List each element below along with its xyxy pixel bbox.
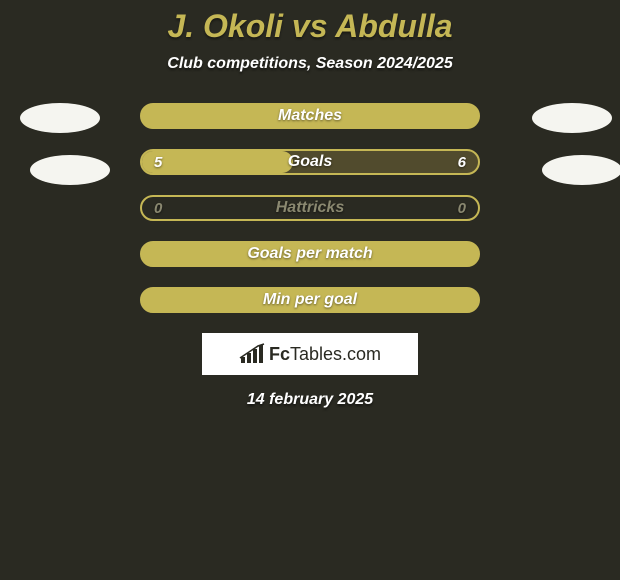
bar-chart-icon — [239, 343, 265, 365]
brand-text: FcTables.com — [269, 344, 381, 365]
stat-row: Goals per match — [140, 241, 480, 267]
avatar-right-1 — [532, 103, 612, 133]
stat-row: Matches — [140, 103, 480, 129]
avatar-left-2 — [30, 155, 110, 185]
stat-fill — [142, 105, 478, 127]
date-label: 14 february 2025 — [0, 391, 620, 409]
stat-row: Min per goal — [140, 287, 480, 313]
stat-value-right: 6 — [458, 151, 466, 173]
stat-fill — [142, 243, 478, 265]
stat-value-left: 0 — [154, 197, 162, 219]
avatar-left-1 — [20, 103, 100, 133]
brand-badge: FcTables.com — [202, 333, 418, 375]
stats-area: Matches Goals56 Hattricks0 0 Goals per match… — [0, 103, 620, 313]
comparison-card: J. Okoli vs Abdulla Club competitions, S… — [0, 0, 620, 409]
stat-fill-left — [142, 151, 293, 173]
page-title: J. Okoli vs Abdulla — [0, 8, 620, 45]
stat-label: Hattricks — [142, 197, 478, 219]
stat-row: Goals56 — [140, 149, 480, 175]
stat-value-right: 0 — [458, 197, 466, 219]
page-subtitle: Club competitions, Season 2024/2025 — [0, 55, 620, 73]
brand-text-bold: Fc — [269, 344, 290, 364]
brand-text-rest: Tables.com — [290, 344, 381, 364]
stat-fill — [142, 289, 478, 311]
stat-row: Hattricks0 0 — [140, 195, 480, 221]
avatar-right-2 — [542, 155, 620, 185]
